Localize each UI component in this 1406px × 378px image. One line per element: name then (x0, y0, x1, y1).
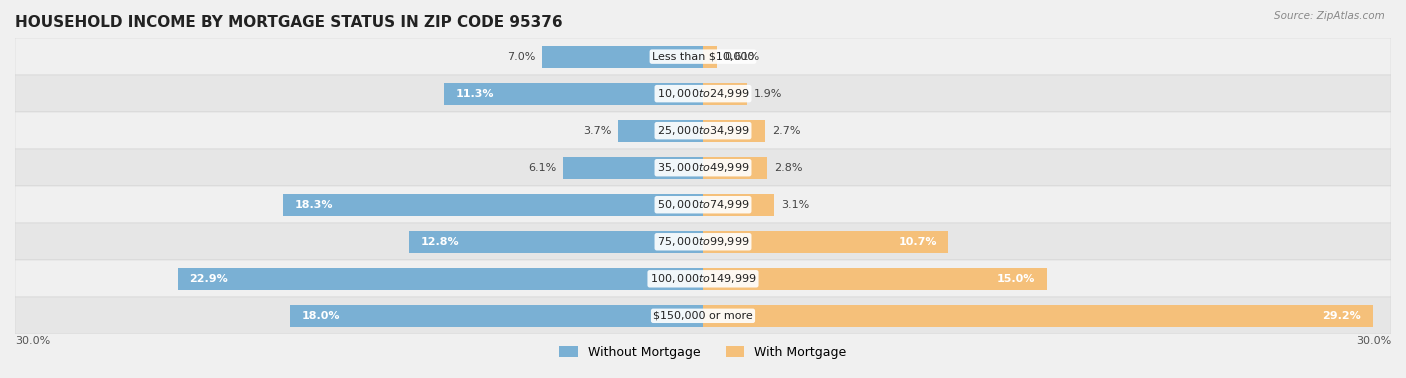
Bar (703, 268, 1047, 290)
Text: 6.1%: 6.1% (529, 163, 557, 173)
Text: 11.3%: 11.3% (456, 89, 494, 99)
Text: 12.8%: 12.8% (420, 237, 460, 247)
Bar (703, 194, 775, 216)
Bar (409, 231, 703, 253)
Text: 3.7%: 3.7% (583, 125, 612, 136)
Text: $10,000 to $24,999: $10,000 to $24,999 (657, 87, 749, 100)
Text: HOUSEHOLD INCOME BY MORTGAGE STATUS IN ZIP CODE 95376: HOUSEHOLD INCOME BY MORTGAGE STATUS IN Z… (15, 15, 562, 30)
Bar (564, 156, 703, 179)
Bar (15, 75, 1391, 112)
Bar (177, 268, 703, 290)
Text: 22.9%: 22.9% (190, 274, 228, 284)
Bar (444, 82, 703, 105)
Bar (703, 45, 717, 68)
Text: $50,000 to $74,999: $50,000 to $74,999 (657, 198, 749, 211)
Text: 0.61%: 0.61% (724, 52, 759, 62)
Text: 1.9%: 1.9% (754, 89, 782, 99)
Bar (619, 119, 703, 142)
Bar (290, 305, 703, 327)
Text: 18.0%: 18.0% (302, 311, 340, 321)
Legend: Without Mortgage, With Mortgage: Without Mortgage, With Mortgage (554, 341, 852, 364)
Bar (15, 186, 1391, 223)
Text: $100,000 to $149,999: $100,000 to $149,999 (650, 272, 756, 285)
Bar (15, 38, 1391, 75)
Text: 18.3%: 18.3% (295, 200, 333, 210)
Text: 3.1%: 3.1% (780, 200, 810, 210)
Text: $75,000 to $99,999: $75,000 to $99,999 (657, 235, 749, 248)
Bar (15, 223, 1391, 260)
Text: $25,000 to $34,999: $25,000 to $34,999 (657, 124, 749, 137)
Text: 29.2%: 29.2% (1323, 311, 1361, 321)
Bar (703, 119, 765, 142)
Text: $150,000 or more: $150,000 or more (654, 311, 752, 321)
Bar (703, 82, 747, 105)
Text: Source: ZipAtlas.com: Source: ZipAtlas.com (1274, 11, 1385, 21)
Text: 30.0%: 30.0% (15, 336, 51, 346)
Bar (703, 231, 949, 253)
Bar (543, 45, 703, 68)
Text: $35,000 to $49,999: $35,000 to $49,999 (657, 161, 749, 174)
Text: 10.7%: 10.7% (898, 237, 936, 247)
Bar (15, 260, 1391, 297)
Text: 2.7%: 2.7% (772, 125, 800, 136)
Bar (15, 112, 1391, 149)
Bar (703, 156, 768, 179)
Bar (284, 194, 703, 216)
Text: Less than $10,000: Less than $10,000 (652, 52, 754, 62)
Bar (703, 305, 1372, 327)
Text: 7.0%: 7.0% (508, 52, 536, 62)
Bar (15, 149, 1391, 186)
Text: 2.8%: 2.8% (775, 163, 803, 173)
Text: 30.0%: 30.0% (1355, 336, 1391, 346)
Text: 15.0%: 15.0% (997, 274, 1036, 284)
Bar (15, 297, 1391, 334)
